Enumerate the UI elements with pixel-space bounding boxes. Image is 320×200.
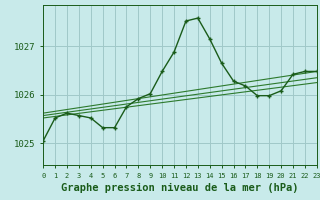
X-axis label: Graphe pression niveau de la mer (hPa): Graphe pression niveau de la mer (hPa): [61, 183, 299, 193]
